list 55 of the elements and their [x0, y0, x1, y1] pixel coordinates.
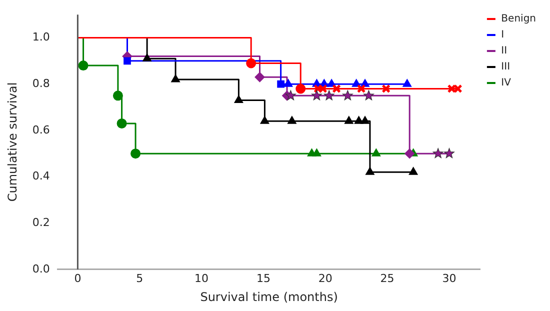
x-axis-title: Survival time (months) [200, 290, 338, 304]
point [342, 90, 353, 100]
point [277, 80, 284, 88]
point [312, 148, 322, 156]
point [444, 148, 454, 158]
y-tick-label: 0.0 [32, 262, 50, 276]
point [324, 90, 334, 100]
point [314, 84, 322, 94]
point [285, 90, 296, 100]
legend-label: III [501, 62, 510, 73]
point [130, 148, 141, 159]
point [78, 60, 88, 71]
y-tick-label: 0.6 [32, 123, 50, 136]
point [372, 148, 381, 156]
x-tick-label: 30 [442, 272, 456, 285]
point [366, 167, 374, 175]
point [402, 79, 412, 87]
x-tick-label: 10 [194, 272, 209, 285]
x-tick-label: 5 [136, 272, 144, 285]
point [311, 90, 322, 100]
legend-label: I [501, 30, 504, 41]
point [260, 116, 270, 124]
point [284, 79, 293, 87]
point [296, 84, 306, 94]
point [254, 72, 265, 82]
y-tick-label: 1.0 [32, 30, 50, 44]
point [408, 167, 418, 175]
point [363, 90, 374, 100]
point [360, 116, 370, 124]
point [142, 54, 152, 62]
point [234, 95, 244, 104]
x-tick-label: 20 [318, 272, 332, 285]
x-tick-label: 15 [256, 272, 270, 285]
point [432, 148, 444, 158]
point [332, 84, 341, 94]
legend-label: II [501, 46, 508, 57]
point [356, 84, 366, 94]
y-tick-label: 0.8 [32, 76, 50, 90]
point [124, 57, 131, 65]
point [344, 116, 354, 124]
point [116, 118, 127, 128]
point [112, 90, 123, 101]
point [382, 84, 390, 94]
y-tick-label: 0.4 [32, 170, 50, 183]
y-axis-title: Cumulative survival [5, 82, 20, 202]
point [246, 58, 256, 68]
y-tick-label: 0.2 [32, 216, 50, 229]
point [171, 74, 180, 82]
point [404, 148, 415, 159]
x-tick-label: 25 [380, 272, 394, 285]
legend-label: Benign [501, 14, 536, 25]
point [318, 84, 328, 94]
point [288, 116, 296, 124]
legend-label: IV [501, 78, 512, 89]
x-tick-label: 0 [74, 272, 82, 285]
